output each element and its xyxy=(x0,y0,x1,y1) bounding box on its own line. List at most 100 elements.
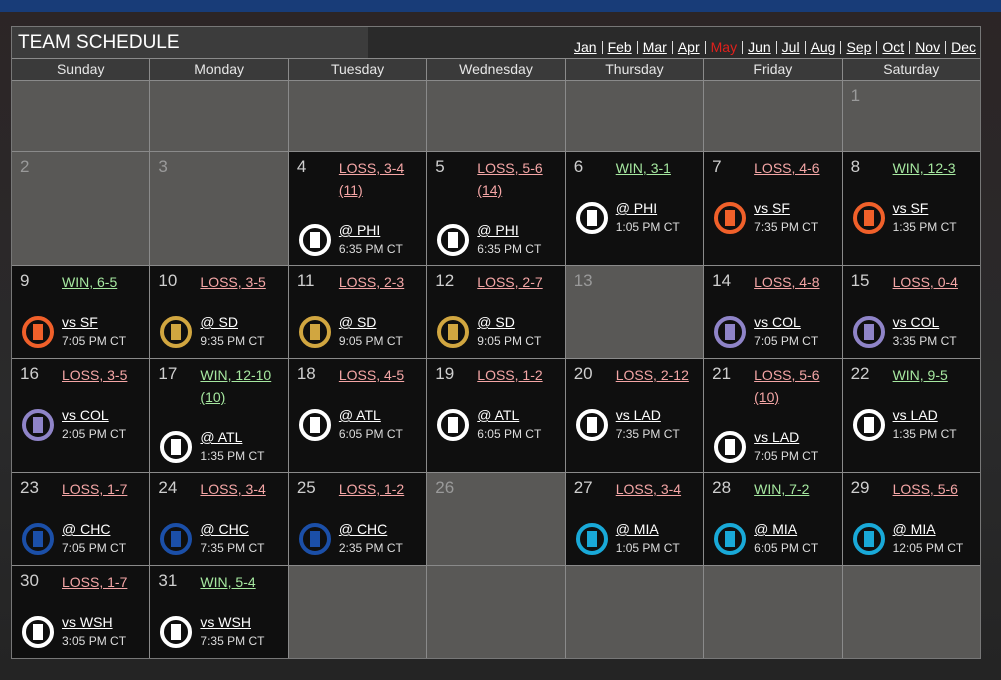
opponent[interactable]: @ CHC xyxy=(62,521,111,537)
game-result[interactable]: LOSS, 1-7 xyxy=(62,481,128,497)
month-link[interactable]: Nov xyxy=(915,39,941,55)
opponent[interactable]: vs LAD xyxy=(754,429,800,445)
month-link[interactable]: Dec xyxy=(951,39,976,55)
opponent[interactable]: vs WSH xyxy=(200,614,251,630)
opponent[interactable]: vs COL xyxy=(892,314,940,330)
game-result[interactable]: LOSS, 5-6 (14) xyxy=(477,160,543,198)
month-link[interactable]: Apr xyxy=(677,39,700,55)
game-result[interactable]: LOSS, 1-2 xyxy=(477,367,543,383)
game-result[interactable]: LOSS, 0-4 xyxy=(892,274,958,290)
game-result[interactable]: LOSS, 1-2 xyxy=(338,481,405,497)
month-link[interactable]: Oct xyxy=(882,39,905,55)
opponent[interactable]: vs SF xyxy=(62,314,98,330)
game-result[interactable]: LOSS, 5-6 xyxy=(892,481,958,497)
game-result[interactable]: LOSS, 4-6 xyxy=(754,160,820,176)
game-time: 7:35 PM CT xyxy=(615,427,680,441)
game-result[interactable]: LOSS, 3-4 xyxy=(615,481,682,497)
game-result[interactable]: WIN, 5-4 xyxy=(200,574,256,590)
separator xyxy=(704,40,706,54)
month-link[interactable]: Jun xyxy=(748,39,771,55)
day-number: 16 xyxy=(20,364,39,383)
game-result[interactable]: LOSS, 3-5 xyxy=(200,274,266,290)
game-result[interactable]: LOSS, 3-5 xyxy=(62,367,128,383)
month-link[interactable]: Sep xyxy=(846,39,872,55)
opponent[interactable]: vs COL xyxy=(754,314,801,330)
opponent[interactable]: @ ATL xyxy=(200,429,243,445)
logo-shape xyxy=(586,210,597,226)
game-time: 6:35 PM CT xyxy=(338,242,403,256)
game-result[interactable]: WIN, 12-10 (10) xyxy=(200,367,272,405)
game-info: @ CHC 2:35 PM CT xyxy=(339,520,403,558)
opponent[interactable]: vs SF xyxy=(754,200,790,216)
game-result[interactable]: WIN, 9-5 xyxy=(892,367,948,383)
opponent[interactable]: @ SD xyxy=(200,314,238,330)
opponent[interactable]: @ CHC xyxy=(338,521,388,537)
game-time: 7:05 PM CT xyxy=(62,541,127,555)
game-time: 1:05 PM CT xyxy=(615,220,680,234)
title: TEAM SCHEDULE xyxy=(12,27,368,58)
opponent[interactable]: vs LAD xyxy=(892,407,938,423)
game-info: @ MIA 1:05 PM CT xyxy=(616,520,680,558)
opponent[interactable]: @ PHI xyxy=(338,222,381,238)
opponent[interactable]: @ SD xyxy=(338,314,377,330)
logo-shape xyxy=(586,417,597,433)
game-info: vs WSH 3:05 PM CT xyxy=(62,613,126,651)
calendar-header: TEAM SCHEDULE Jan Feb Mar Apr May Jun Jul Aug Se… xyxy=(12,27,980,58)
opponent[interactable]: vs COL xyxy=(62,407,109,423)
game-info: @ ATL 6:05 PM CT xyxy=(339,406,403,444)
game-result[interactable]: LOSS, 3-4 (11) xyxy=(338,160,405,198)
month-link[interactable]: Feb xyxy=(607,39,632,55)
opponent[interactable]: @ MIA xyxy=(892,521,936,537)
opponent[interactable]: vs LAD xyxy=(615,407,661,423)
game-time: 1:35 PM CT xyxy=(200,449,265,463)
separator xyxy=(601,40,603,54)
day-number: 12 xyxy=(435,271,455,290)
opponent[interactable]: @ PHI xyxy=(615,200,658,216)
game-result[interactable]: WIN, 6-5 xyxy=(62,274,118,290)
logo-shape xyxy=(586,531,597,547)
separator xyxy=(775,40,777,54)
month-nav: Jan Feb Mar Apr May Jun Jul Aug Sep Oct Nov Dec xyxy=(574,39,976,55)
game-result[interactable]: LOSS, 5-6 (10) xyxy=(754,367,820,405)
game-result[interactable]: LOSS, 4-5 xyxy=(338,367,405,383)
logo-shape xyxy=(33,417,43,433)
opponent[interactable]: @ ATL xyxy=(338,407,381,423)
game-result[interactable]: LOSS, 4-8 xyxy=(754,274,820,290)
opponent[interactable]: @ PHI xyxy=(477,222,519,238)
logo-shape xyxy=(437,409,470,441)
day-cell xyxy=(288,81,427,151)
opponent[interactable]: @ SD xyxy=(477,314,515,330)
game-time: 9:35 PM CT xyxy=(200,334,265,348)
team-logo xyxy=(22,523,54,555)
separator xyxy=(840,40,842,54)
game-result[interactable]: WIN, 12-3 xyxy=(892,160,956,176)
day-cell xyxy=(842,566,980,658)
opponent[interactable]: vs WSH xyxy=(62,614,113,630)
team-logo xyxy=(22,616,54,648)
month-link[interactable]: Mar xyxy=(642,39,667,55)
opponent[interactable]: @ MIA xyxy=(615,521,659,537)
game-result[interactable]: LOSS, 1-7 xyxy=(62,574,128,590)
opponent[interactable]: vs SF xyxy=(892,200,929,216)
game-result[interactable]: LOSS, 3-4 xyxy=(200,481,266,497)
game-time: 6:05 PM CT xyxy=(477,427,542,441)
opponent[interactable]: @ MIA xyxy=(754,521,798,537)
game-time: 12:05 PM CT xyxy=(892,541,964,555)
game-result[interactable]: LOSS, 2-7 xyxy=(477,274,543,290)
opponent[interactable]: @ CHC xyxy=(200,521,249,537)
month-link[interactable]: May xyxy=(710,39,738,55)
separator xyxy=(804,40,806,54)
game-result[interactable]: WIN, 3-1 xyxy=(615,160,671,176)
game-result[interactable]: LOSS, 2-3 xyxy=(338,274,405,290)
game-time: 3:35 PM CT xyxy=(892,334,957,348)
game-info: vs LAD 7:05 PM CT xyxy=(754,428,818,466)
team-logo xyxy=(22,409,54,441)
logo-shape xyxy=(863,210,874,226)
logo-shape xyxy=(160,316,193,348)
game-result[interactable]: WIN, 7-2 xyxy=(754,481,810,497)
month-link[interactable]: Aug xyxy=(810,39,836,55)
opponent[interactable]: @ ATL xyxy=(477,407,520,423)
month-link[interactable]: Jul xyxy=(781,39,800,55)
month-link[interactable]: Jan xyxy=(574,39,597,55)
game-result[interactable]: LOSS, 2-12 xyxy=(615,367,689,383)
